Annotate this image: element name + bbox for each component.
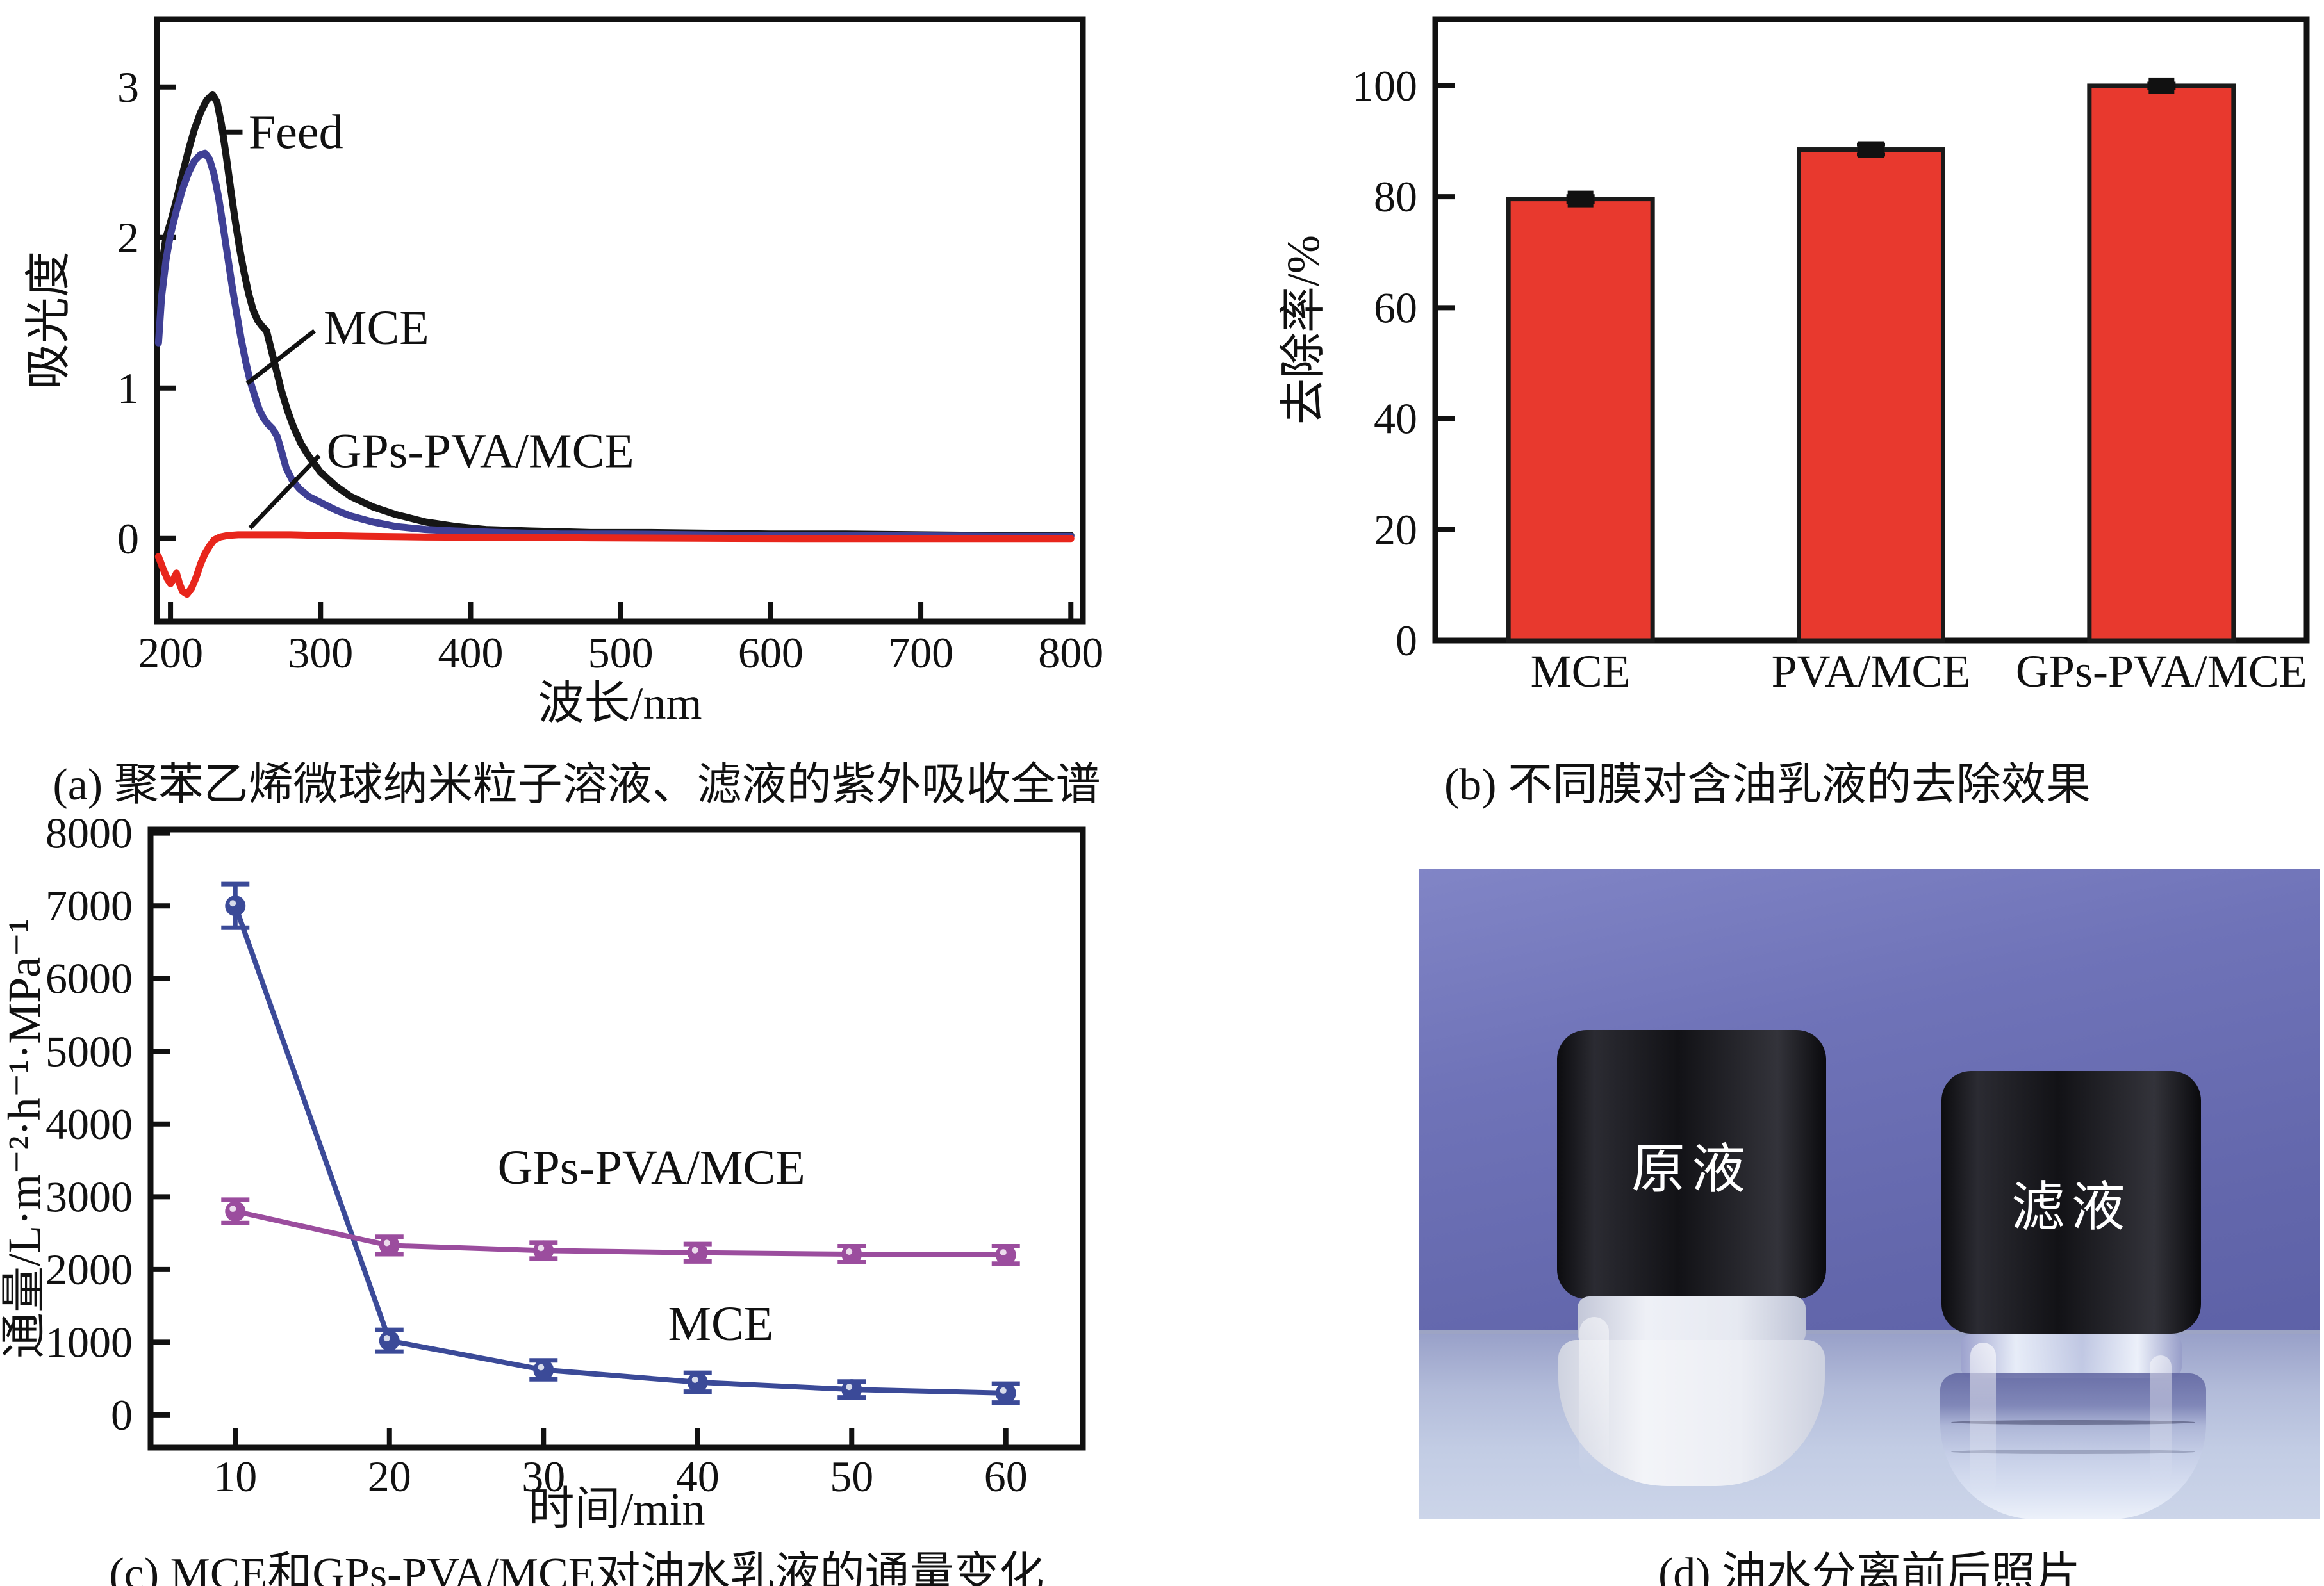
svg-text:3: 3 (117, 63, 139, 111)
svg-text:20: 20 (368, 1452, 411, 1501)
svg-text:10: 10 (213, 1452, 257, 1501)
svg-text:50: 50 (830, 1452, 873, 1501)
filtrate-vial-highlight (1970, 1343, 1996, 1496)
svg-text:200: 200 (138, 628, 203, 677)
svg-text:GPs-PVA/MCE: GPs-PVA/MCE (2016, 646, 2307, 697)
filtrate-vial-neck (1961, 1334, 2182, 1378)
caption-panel-b: (b) 不同膜对含油乳液的去除效果 (1444, 760, 2091, 810)
filtrate-liquid-line (1950, 1419, 2196, 1425)
svg-text:0: 0 (117, 514, 139, 563)
caption-panel-a: (a) 聚苯乙烯微球纳米粒子溶液、滤液的紫外吸收全谱 (53, 760, 1101, 810)
feed-vial-label: 原液 (1631, 1140, 1752, 1200)
svg-text:600: 600 (738, 628, 804, 677)
svg-text:700: 700 (888, 628, 953, 677)
separation-photo: 原液 滤液 (1419, 869, 2320, 1519)
svg-text:MCE: MCE (324, 301, 429, 355)
svg-text:7000: 7000 (45, 881, 133, 930)
svg-text:GPs-PVA/MCE: GPs-PVA/MCE (327, 424, 634, 478)
svg-text:通量/L·m⁻²·h⁻¹·MPa⁻¹: 通量/L·m⁻²·h⁻¹·MPa⁻¹ (0, 919, 50, 1359)
svg-text:100: 100 (1352, 61, 1417, 110)
svg-text:6000: 6000 (45, 954, 133, 1003)
svg-text:4000: 4000 (45, 1100, 133, 1149)
svg-text:40: 40 (1374, 395, 1417, 443)
svg-text:时间/min: 时间/min (528, 1484, 705, 1535)
uv-absorbance-chart: 0 1 2 3 200 300 400 500 600 700 800 波长/nm 吸光度 Feed MCE… (23, 16, 1103, 729)
svg-text:2: 2 (117, 213, 139, 262)
filtrate-vial-label: 滤液 (2011, 1177, 2132, 1238)
filtrate-liquid-line (1950, 1449, 2196, 1454)
svg-text:40: 40 (676, 1452, 720, 1501)
svg-text:GPs-PVA/MCE: GPs-PVA/MCE (498, 1141, 805, 1195)
svg-text:波长/nm: 波长/nm (538, 678, 702, 729)
filtrate-vial-highlight (2150, 1355, 2172, 1484)
svg-text:5000: 5000 (45, 1027, 133, 1075)
svg-text:8000: 8000 (45, 809, 133, 858)
caption-panel-d: (d) 油水分离前后照片 (1658, 1549, 2081, 1586)
svg-text:1: 1 (117, 364, 139, 413)
removal-rate-bar-chart: 0 20 40 60 80 100 去除率/% MCE PVA/MCE GPs-PVA/MCE (1278, 16, 2310, 697)
svg-text:400: 400 (438, 628, 503, 677)
svg-text:0: 0 (111, 1391, 133, 1439)
svg-text:PVA/MCE: PVA/MCE (1772, 646, 1971, 697)
svg-text:0: 0 (1396, 616, 1417, 665)
caption-panel-c: (c) MCE和GPs-PVA/MCE对油水乳液的通量变化 (109, 1549, 1044, 1586)
svg-text:20: 20 (1374, 505, 1417, 554)
svg-text:吸光度: 吸光度 (23, 251, 74, 389)
svg-text:1000: 1000 (45, 1318, 133, 1366)
svg-text:500: 500 (588, 628, 654, 677)
svg-text:800: 800 (1038, 628, 1103, 677)
svg-text:3000: 3000 (45, 1172, 133, 1221)
svg-text:MCE: MCE (668, 1297, 773, 1351)
svg-text:60: 60 (1374, 283, 1417, 332)
feed-vial-highlight (1579, 1317, 1609, 1477)
svg-text:30: 30 (522, 1452, 565, 1501)
flux-time-chart: 0 1000 2000 3000 4000 5000 6000 7000 8000 10 20 30 4… (0, 809, 1086, 1535)
feed-vial-neck (1578, 1296, 1806, 1345)
svg-text:MCE: MCE (1531, 646, 1631, 697)
svg-text:2000: 2000 (45, 1245, 133, 1294)
svg-text:去除率/%: 去除率/% (1278, 235, 1329, 425)
svg-text:60: 60 (984, 1452, 1028, 1501)
svg-text:300: 300 (288, 628, 353, 677)
svg-text:80: 80 (1374, 172, 1417, 221)
feed-vial-cap: 原液 (1557, 1030, 1826, 1299)
filtrate-vial-cap: 滤液 (1941, 1071, 2201, 1334)
svg-text:Feed: Feed (249, 105, 343, 159)
